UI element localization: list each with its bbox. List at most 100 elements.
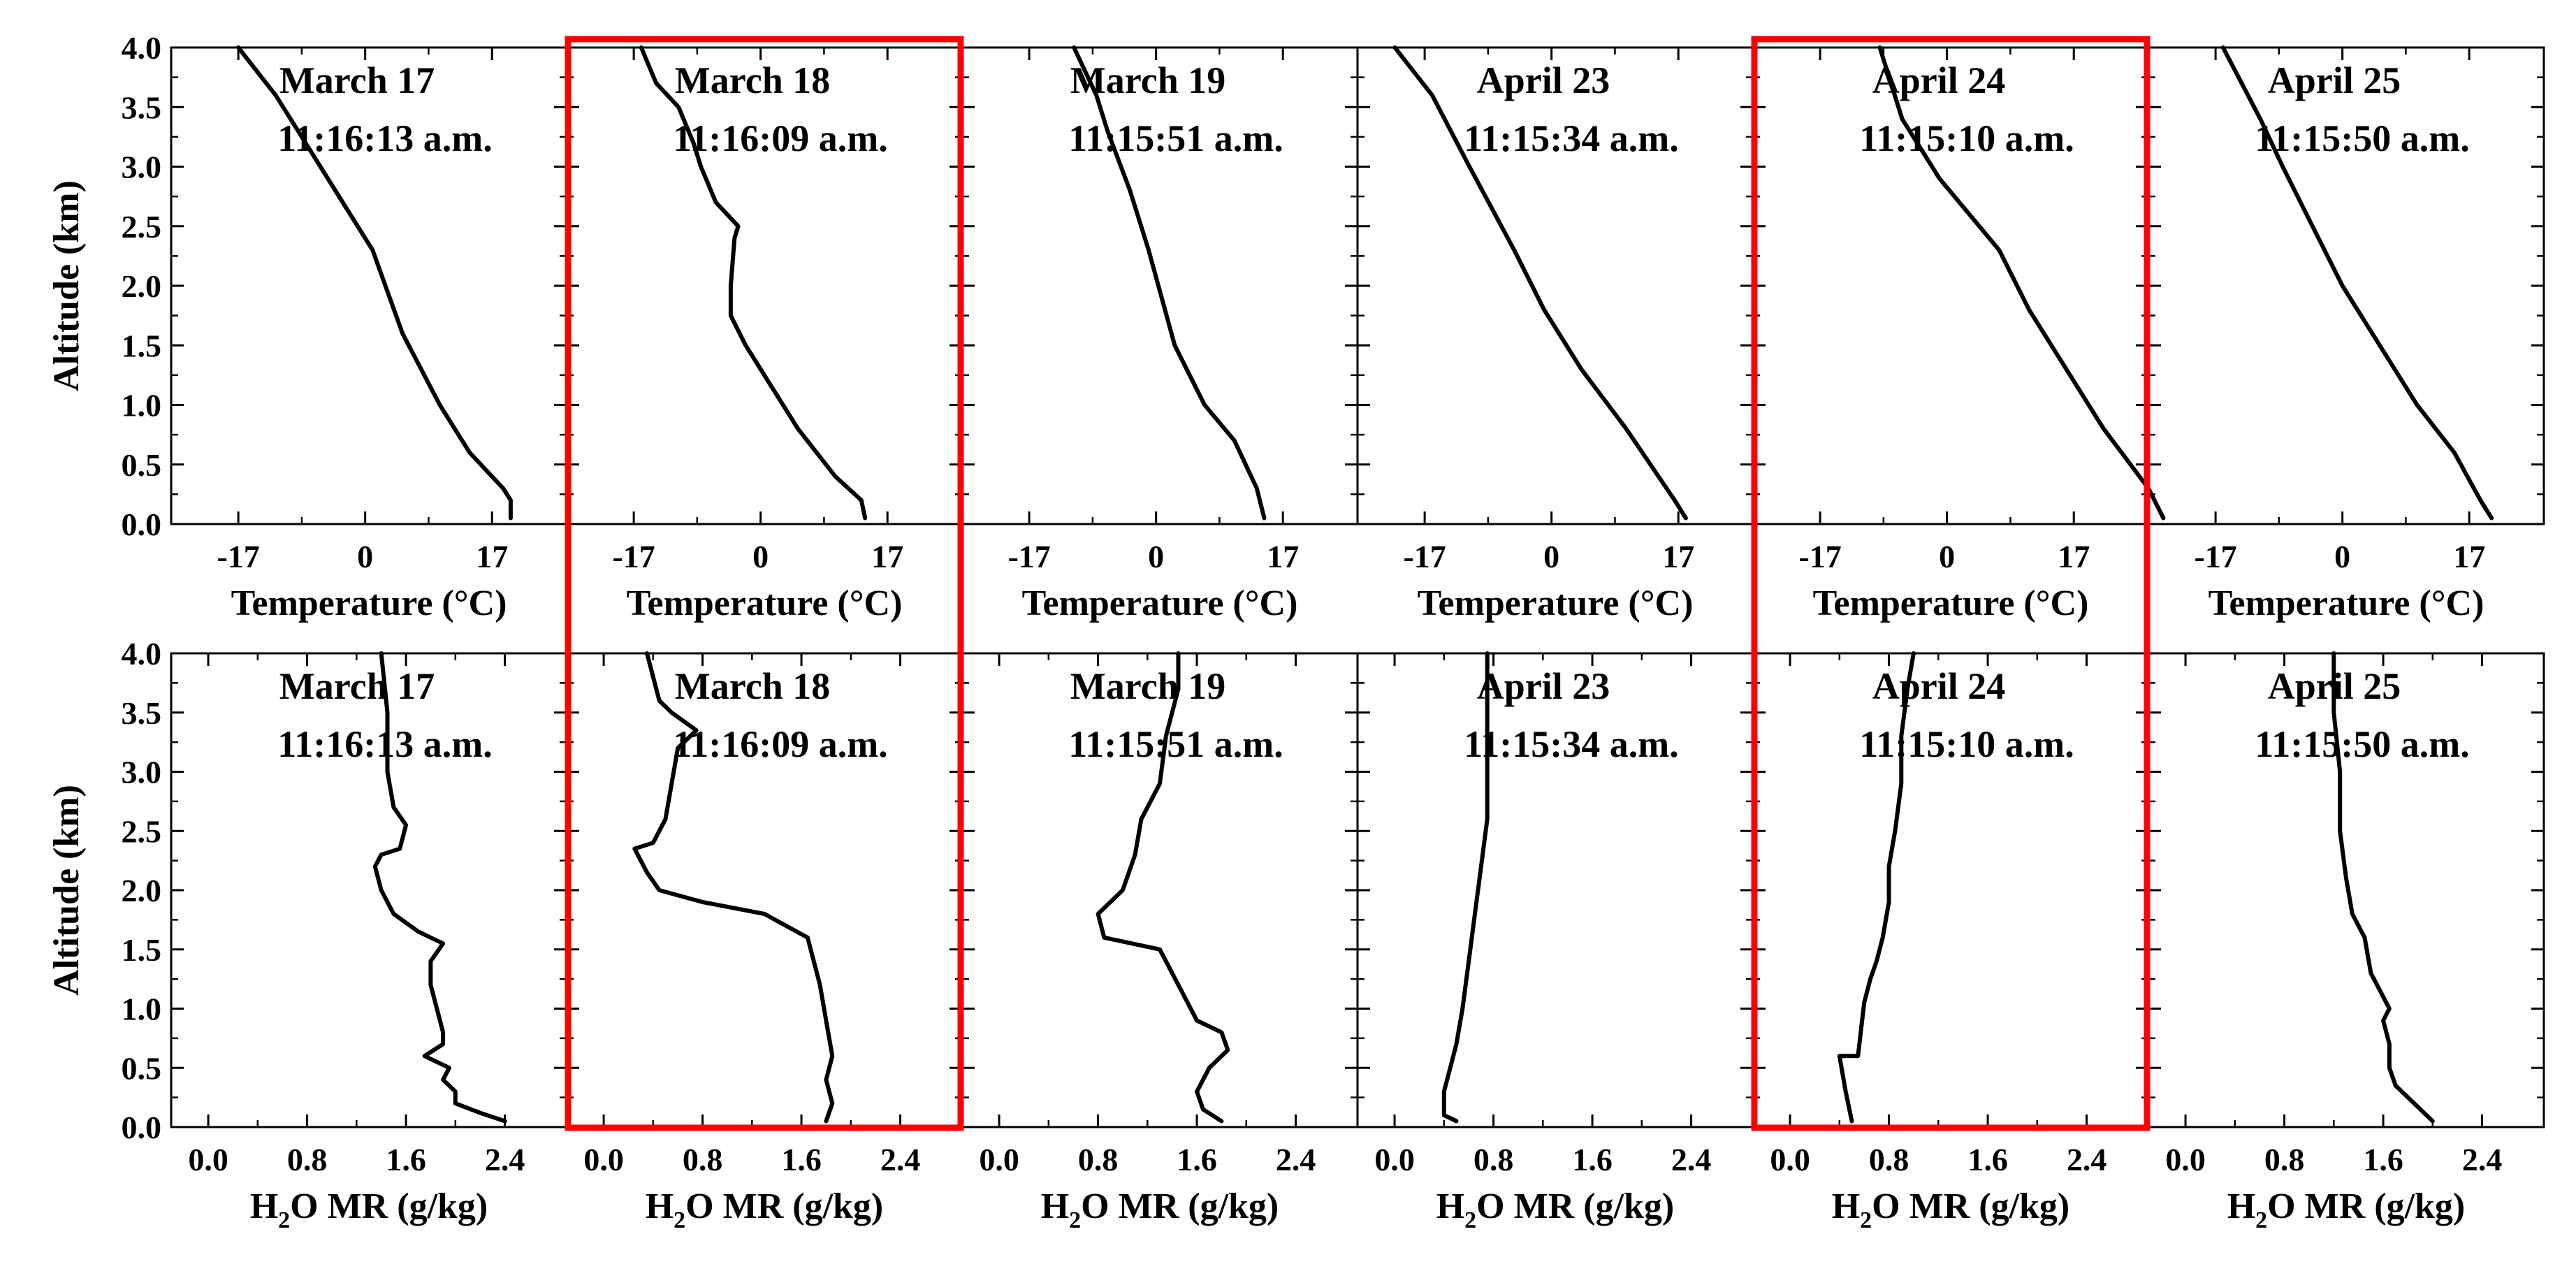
h2o-panel-2-xlabel: H2O MR (g/kg) <box>646 1186 884 1233</box>
h2o-panel-4-date-label: April 23 <box>1477 665 1610 707</box>
temp-panel-3-date-label: March 19 <box>1070 59 1225 101</box>
temp-panel-6-date-label: April 25 <box>2268 59 2401 101</box>
temp-panel-2-time-label: 11:16:09 a.m. <box>673 117 887 159</box>
temp-panel-5-xtick-label: -17 <box>1798 539 1841 574</box>
ytick-label: 1.5 <box>122 932 162 968</box>
ytick-label: 3.0 <box>122 150 162 185</box>
temp-panel-2-xlabel: Temperature (°C) <box>627 583 903 623</box>
temp-panel-3-xtick-label: 17 <box>1267 539 1299 574</box>
highlight-layer <box>565 36 2151 1131</box>
h2o-panel-6-xtick-label: 0.0 <box>2165 1142 2206 1177</box>
temp-panel-5-xlabel: Temperature (°C) <box>1813 583 2089 623</box>
h2o-panel-4-xtick-label: 2.4 <box>1671 1142 1712 1177</box>
temp-panel-1-xtick-label: 0 <box>357 539 373 574</box>
temp-panel-4-date-label: April 23 <box>1477 59 1610 101</box>
temp-panel-4-time-label: 11:15:34 a.m. <box>1464 117 1678 159</box>
temp-panel-4-profile-line <box>1392 45 1688 521</box>
temp-panel-2-date-label: March 18 <box>675 59 830 101</box>
h2o-panel-3-date-label: March 19 <box>1070 665 1225 707</box>
h2o-panel-1-profile-line <box>372 651 507 1124</box>
ytick-label: 0.5 <box>122 447 162 483</box>
temp-panel-4-xtick-label: -17 <box>1403 539 1446 574</box>
ytick-label: 3.5 <box>122 89 162 125</box>
temp-panel-1-profile-line <box>236 45 513 521</box>
ytick-label: 2.5 <box>122 209 162 245</box>
h2o-panel-2-xtick-label: 0.0 <box>583 1142 624 1177</box>
ytick-label: 0.0 <box>122 507 162 542</box>
ytick-label: 1.0 <box>122 992 162 1027</box>
temp-panel-1-time-label: 11:16:13 a.m. <box>277 117 492 159</box>
h2o-panel-6-profile-line <box>2331 651 2435 1124</box>
h2o-ylabel: Altitude (km) <box>47 785 87 996</box>
temp-panel-2-xtick-label: -17 <box>612 539 655 574</box>
temp-panel-1-date-label: March 17 <box>279 59 435 101</box>
axes-layer <box>170 46 2545 1128</box>
h2o-panel-6-time-label: 11:15:50 a.m. <box>2255 723 2469 765</box>
temp-panel-1-xlabel: Temperature (°C) <box>231 583 507 623</box>
temp-panel-4-xtick-label: 0 <box>1543 539 1559 574</box>
temp-panel-6-xlabel: Temperature (°C) <box>2208 583 2484 623</box>
temp-panel-2-profile-line <box>639 45 868 521</box>
h2o-panel-3-xtick-label: 2.4 <box>1276 1142 1316 1177</box>
labels-layer: 0.0 0.5 1.0 1.5 2.0 2.5 3.0 3.5 4.0 -17 0 17 Tempera… <box>47 30 2502 1233</box>
ytick-label: 3.0 <box>122 755 162 790</box>
h2o-panel-4-xtick-label: 0.0 <box>1374 1142 1415 1177</box>
h2o-panel-5-profile-line <box>1837 651 1916 1124</box>
h2o-panel-4-xtick-label: 0.8 <box>1473 1142 1514 1177</box>
ytick-label: 0.0 <box>122 1110 162 1145</box>
ytick-label: 1.5 <box>122 328 162 363</box>
h2o-panel-2-profile-line <box>632 651 835 1124</box>
ytick-label: 0.5 <box>122 1050 162 1086</box>
temp-panel-6-profile-line <box>2220 45 2494 521</box>
temp-panel-3-xtick-label: 0 <box>1148 539 1164 574</box>
h2o-panel-2-xtick-label: 0.8 <box>683 1142 723 1177</box>
h2o-panel-3-xlabel: H2O MR (g/kg) <box>1041 1186 1279 1233</box>
ytick-label: 2.0 <box>122 873 162 908</box>
temp-panel-1-xtick-label: -17 <box>217 539 259 574</box>
h2o-panel-3-xtick-label: 0.8 <box>1078 1142 1119 1177</box>
ytick-label: 3.5 <box>122 695 162 731</box>
temp-panel-5-profile-line <box>1877 45 2166 521</box>
h2o-panel-1-xtick-label: 0.0 <box>188 1142 228 1177</box>
temp-panel-6-xtick-label: 17 <box>2453 539 2485 574</box>
h2o-panel-3-time-label: 11:15:51 a.m. <box>1068 723 1283 765</box>
h2o-panel-5-xtick-label: 2.4 <box>2067 1142 2107 1177</box>
temp-panel-3-xtick-label: -17 <box>1007 539 1050 574</box>
h2o-panel-4-xlabel: H2O MR (g/kg) <box>1436 1186 1675 1233</box>
h2o-panel-5-time-label: 11:15:10 a.m. <box>1859 723 2074 765</box>
h2o-panel-6-xlabel: H2O MR (g/kg) <box>2227 1186 2466 1233</box>
ytick-label: 2.0 <box>122 268 162 304</box>
h2o-panel-6-date-label: April 25 <box>2268 665 2401 707</box>
h2o-panel-5-xtick-label: 1.6 <box>1967 1142 2008 1177</box>
ytick-label: 1.0 <box>122 388 162 423</box>
temp-panel-4-xtick-label: 17 <box>1662 539 1694 574</box>
temp-panel-5-xtick-label: 0 <box>1939 539 1955 574</box>
h2o-panel-2-xtick-label: 2.4 <box>880 1142 921 1177</box>
highlight-box-panel-5 <box>1751 36 2151 1131</box>
temp-panel-6-xtick-label: 0 <box>2334 539 2350 574</box>
h2o-panel-6-xtick-label: 1.6 <box>2363 1142 2403 1177</box>
temp-panel-3-xlabel: Temperature (°C) <box>1022 583 1298 623</box>
h2o-panel-3-xtick-label: 1.6 <box>1177 1142 1217 1177</box>
temp-panel-3-time-label: 11:15:51 a.m. <box>1068 117 1283 159</box>
h2o-panel-1-time-label: 11:16:13 a.m. <box>277 723 492 765</box>
h2o-panel-2-xtick-label: 1.6 <box>781 1142 822 1177</box>
h2o-panel-2-date-label: March 18 <box>675 665 830 707</box>
lines-layer <box>236 45 2494 1124</box>
h2o-panel-2-time-label: 11:16:09 a.m. <box>673 723 887 765</box>
h2o-panel-1-date-label: March 17 <box>279 665 435 707</box>
h2o-panel-3-profile-line <box>1096 651 1230 1124</box>
temp-panel-4-xlabel: Temperature (°C) <box>1418 583 1694 623</box>
ytick-label: 4.0 <box>122 30 162 66</box>
temp-panel-2-xtick-label: 17 <box>871 539 903 574</box>
h2o-panel-4-profile-line <box>1441 651 1490 1124</box>
highlight-box-panel-2 <box>565 36 964 1131</box>
ytick-label: 2.5 <box>122 813 162 849</box>
h2o-panel-1-xtick-label: 0.8 <box>287 1142 328 1177</box>
h2o-panel-4-time-label: 11:15:34 a.m. <box>1464 723 1678 765</box>
temp-panel-3-profile-line <box>1072 45 1267 521</box>
h2o-panel-1-xtick-label: 2.4 <box>485 1142 525 1177</box>
h2o-panel-1-xlabel: H2O MR (g/kg) <box>250 1186 488 1233</box>
temp-panel-5-date-label: April 24 <box>1872 59 2006 101</box>
